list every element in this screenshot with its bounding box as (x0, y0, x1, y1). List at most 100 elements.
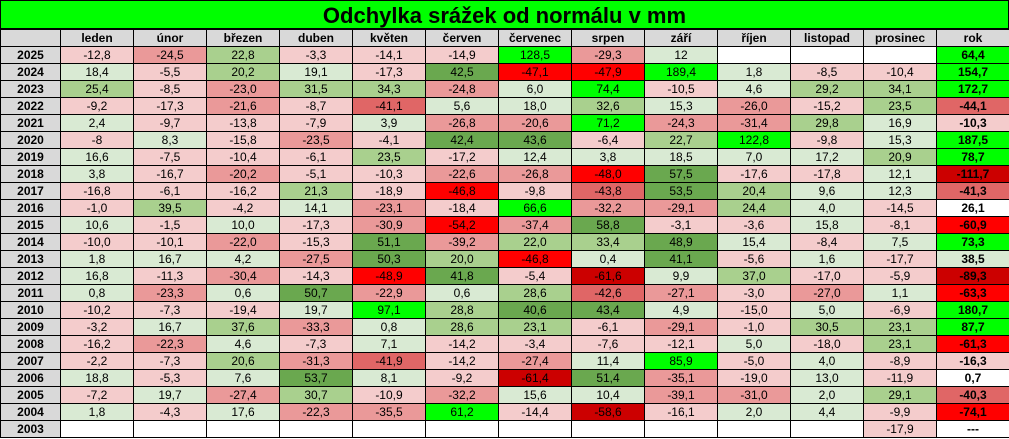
month-cell: -16,8 (60, 182, 134, 200)
month-cell: 18,5 (644, 148, 718, 166)
month-cell: -46,8 (498, 250, 572, 268)
month-cell: 16,9 (863, 114, 937, 132)
month-cell: 20,2 (206, 63, 280, 81)
year-cell: 2025 (0, 46, 61, 64)
month-cell: -3,0 (717, 284, 791, 302)
year-total-cell: 38,5 (936, 250, 1009, 268)
month-cell: -48,0 (571, 165, 645, 183)
month-cell: -10,4 (206, 148, 280, 166)
month-cell: 1,8 (60, 403, 134, 421)
year-cell: 2020 (0, 131, 61, 149)
month-cell: -22,0 (206, 233, 280, 251)
month-cell: -8,5 (790, 63, 864, 81)
month-cell: -4,3 (133, 403, 207, 421)
month-cell: -3,4 (498, 335, 572, 353)
month-cell: 13,0 (790, 369, 864, 387)
month-cell: 34,1 (863, 80, 937, 98)
year-cell: 2016 (0, 199, 61, 217)
month-cell: 4,2 (206, 250, 280, 268)
month-cell: 18,8 (60, 369, 134, 387)
month-cell: -6,1 (571, 318, 645, 336)
month-cell: 28,6 (425, 318, 499, 336)
month-cell: -30,4 (206, 267, 280, 285)
month-cell: -10,4 (863, 63, 937, 81)
month-cell: -5,4 (498, 267, 572, 285)
month-cell: 1,8 (717, 63, 791, 81)
month-cell: 41,8 (425, 267, 499, 285)
month-cell: -48,9 (352, 267, 426, 285)
month-cell: 37,6 (206, 318, 280, 336)
year-cell: 2024 (0, 63, 61, 81)
month-cell: -5,3 (133, 369, 207, 387)
month-cell: 122,8 (717, 131, 791, 149)
month-cell: 10,4 (571, 386, 645, 404)
month-cell: -16,2 (206, 182, 280, 200)
month-cell: -9,8 (498, 182, 572, 200)
month-cell: -24,3 (644, 114, 718, 132)
month-cell (279, 420, 353, 438)
month-cell: 3,8 (60, 165, 134, 183)
month-cell: -19,0 (717, 369, 791, 387)
month-cell: -7,5 (133, 148, 207, 166)
month-cell: -27,4 (206, 386, 280, 404)
year-total-cell: 73,3 (936, 233, 1009, 251)
month-cell: 23,1 (498, 318, 572, 336)
column-header: březen (206, 29, 280, 47)
month-cell: -12,1 (644, 335, 718, 353)
month-cell: -10,2 (60, 301, 134, 319)
month-cell: 50,3 (352, 250, 426, 268)
month-cell: 74,4 (571, 80, 645, 98)
month-cell: -61,4 (498, 369, 572, 387)
year-total-cell: 172,7 (936, 80, 1009, 98)
column-header: květen (352, 29, 426, 47)
month-cell: -17,3 (133, 97, 207, 115)
month-cell: 23,1 (863, 318, 937, 336)
month-cell: -6,9 (863, 301, 937, 319)
month-cell: 8,3 (133, 131, 207, 149)
month-cell: 15,3 (644, 97, 718, 115)
month-cell: 15,3 (863, 131, 937, 149)
month-cell: -27,4 (498, 352, 572, 370)
month-cell: 15,4 (717, 233, 791, 251)
month-cell: -9,8 (790, 131, 864, 149)
year-total-cell: 0,7 (936, 369, 1009, 387)
month-cell: 22,0 (498, 233, 572, 251)
month-cell: 1,1 (863, 284, 937, 302)
month-cell: 58,8 (571, 216, 645, 234)
year-cell: 2011 (0, 284, 61, 302)
year-total-cell: -16,3 (936, 352, 1009, 370)
year-cell: 2007 (0, 352, 61, 370)
column-header: červenec (498, 29, 572, 47)
month-cell: 2,0 (717, 403, 791, 421)
month-cell: -17,2 (425, 148, 499, 166)
month-cell: 4,6 (206, 335, 280, 353)
month-cell: 9,9 (644, 267, 718, 285)
month-cell: -31,4 (717, 114, 791, 132)
month-cell: -8,4 (790, 233, 864, 251)
month-cell: 2,0 (790, 386, 864, 404)
month-cell: -22,3 (279, 403, 353, 421)
year-cell: 2004 (0, 403, 61, 421)
table: leden únor březen duben květen červen červenec… (0, 29, 1009, 438)
year-cell: 2023 (0, 80, 61, 98)
month-cell: 20,4 (717, 182, 791, 200)
month-cell: 6,0 (498, 80, 572, 98)
month-cell: 0,8 (352, 318, 426, 336)
month-cell: -4,2 (206, 199, 280, 217)
month-cell: -10,3 (352, 165, 426, 183)
month-cell: -5,6 (717, 250, 791, 268)
month-cell: -17,0 (790, 267, 864, 285)
month-cell (498, 420, 572, 438)
month-cell: 16,7 (133, 250, 207, 268)
year-cell: 2012 (0, 267, 61, 285)
column-header: leden (60, 29, 134, 47)
month-cell (790, 46, 864, 64)
month-cell: 4,4 (790, 403, 864, 421)
column-header: listopad (790, 29, 864, 47)
month-cell: -7,3 (279, 335, 353, 353)
month-cell (133, 420, 207, 438)
title: Odchylka srážek od normálu v mm (0, 0, 1009, 29)
month-cell: 5,0 (717, 335, 791, 353)
month-cell: 29,8 (790, 114, 864, 132)
